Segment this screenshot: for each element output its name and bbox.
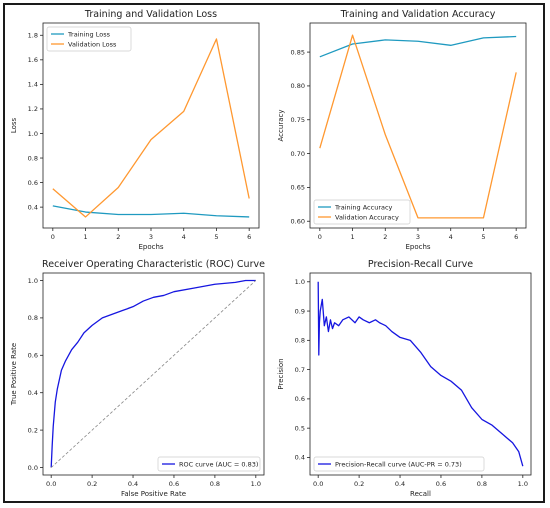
- y-tick-label: 0.0: [28, 464, 38, 472]
- y-tick-label: 1.2: [28, 105, 38, 113]
- loss-chart: Training and Validation Loss Epochs Loss 0 1…: [10, 9, 260, 251]
- y-tick-label: 0.4: [295, 454, 305, 462]
- y-tick-label: 1.0: [295, 278, 305, 286]
- y-tick-label: 0.60: [291, 218, 305, 226]
- precision-recall-chart: Precision-Recall Curve Recall Precision 0.0…: [277, 259, 532, 498]
- series-line-1: [317, 281, 524, 467]
- plot-area-frame: [42, 272, 265, 476]
- plot-area-frame: [309, 22, 527, 229]
- legend: Training Loss Validation Loss: [46, 26, 132, 52]
- y-tick-label: 0.6: [28, 352, 38, 360]
- x-tick-label: 0.8: [210, 480, 220, 488]
- y-tick-label: 1.6: [28, 56, 38, 64]
- accuracy-chart: Training and Validation Accuracy Epochs Ac…: [277, 9, 527, 251]
- legend-label: ROC curve (AUC = 0.83): [179, 460, 258, 468]
- x-axis-label: Epochs: [405, 243, 430, 251]
- y-tick-label: 0.9: [295, 307, 305, 315]
- x-tick-label: 0.4: [395, 480, 405, 488]
- y-tick-label: 0.85: [291, 48, 305, 56]
- legend-label: Precision-Recall curve (AUC-PR = 0.73): [335, 460, 462, 468]
- legend-label: Training Accuracy: [334, 203, 393, 211]
- y-tick-label: 0.2: [28, 426, 38, 434]
- y-axis-label: Accuracy: [277, 110, 285, 142]
- series-line-2: [319, 34, 517, 219]
- chart-title: Receiver Operating Characteristic (ROC) …: [42, 259, 265, 270]
- y-tick-label: 1.8: [28, 32, 38, 40]
- x-tick-label: 2: [383, 233, 387, 241]
- x-tick-label: 3: [416, 233, 420, 241]
- chance-diagonal-line: [50, 280, 257, 468]
- x-axis-label: False Positive Rate: [121, 490, 186, 498]
- x-tick-label: 0: [318, 233, 322, 241]
- x-tick-label: 4: [182, 233, 186, 241]
- legend-box: [157, 456, 261, 472]
- x-tick-label: 0.4: [128, 480, 138, 488]
- y-tick-label: 0.6: [28, 179, 38, 187]
- x-tick-label: 0.0: [313, 480, 323, 488]
- y-tick-label: 0.65: [291, 184, 305, 192]
- x-tick-label: 6: [514, 233, 518, 241]
- y-tick-label: 0.6: [295, 395, 305, 403]
- y-axis-label: Loss: [10, 117, 18, 133]
- legend-box: [46, 26, 132, 52]
- y-tick-label: 0.80: [291, 82, 305, 90]
- chart-title: Precision-Recall Curve: [368, 259, 473, 270]
- x-tick-label: 0.2: [87, 480, 97, 488]
- y-tick-label: 0.8: [28, 314, 38, 322]
- series-line-1: [52, 205, 250, 218]
- x-tick-label: 1.0: [251, 480, 261, 488]
- y-tick-label: 1.4: [28, 81, 38, 89]
- y-axis-label: True Positive Rate: [10, 343, 18, 406]
- legend: Precision-Recall curve (AUC-PR = 0.73): [313, 456, 485, 472]
- plot-area-frame: [42, 22, 260, 229]
- y-tick-label: 1.0: [28, 130, 38, 138]
- legend: Training Accuracy Validation Accuracy: [313, 199, 411, 225]
- x-tick-label: 0.6: [436, 480, 446, 488]
- y-tick-label: 0.8: [295, 337, 305, 345]
- x-tick-label: 3: [149, 233, 153, 241]
- y-tick-label: 0.5: [295, 424, 305, 432]
- y-tick-label: 0.4: [28, 203, 38, 211]
- y-tick-label: 0.75: [291, 116, 305, 124]
- x-tick-label: 1: [350, 233, 354, 241]
- chart-title: Training and Validation Accuracy: [340, 9, 496, 20]
- x-axis-label: Epochs: [138, 243, 163, 251]
- x-tick-label: 0: [51, 233, 55, 241]
- y-tick-label: 0.4: [28, 389, 38, 397]
- x-axis-label: Recall: [410, 490, 431, 498]
- legend-box: [313, 456, 485, 472]
- legend-box: [313, 199, 411, 225]
- x-tick-label: 0.2: [354, 480, 364, 488]
- y-tick-label: 0.8: [28, 154, 38, 162]
- y-tick-label: 1.0: [28, 277, 38, 285]
- legend: ROC curve (AUC = 0.83): [157, 456, 261, 472]
- x-tick-label: 0.8: [477, 480, 487, 488]
- legend-label: Validation Accuracy: [335, 213, 399, 221]
- figure-frame: Training and Validation Loss Epochs Loss 0 1…: [3, 3, 545, 503]
- x-tick-label: 1: [83, 233, 87, 241]
- series-line-1: [319, 35, 517, 58]
- x-tick-label: 1.0: [518, 480, 528, 488]
- y-tick-label: 0.70: [291, 150, 305, 158]
- series-line-1: [50, 279, 256, 468]
- x-tick-label: 6: [247, 233, 251, 241]
- figure-canvas: Training and Validation Loss Epochs Loss 0 1…: [10, 9, 532, 498]
- roc-chart: Receiver Operating Characteristic (ROC) …: [10, 259, 265, 498]
- x-tick-label: 5: [214, 233, 218, 241]
- legend-label: Training Loss: [67, 30, 111, 38]
- legend-label: Validation Loss: [68, 40, 117, 48]
- plot-area-frame: [309, 272, 532, 476]
- y-tick-label: 0.7: [295, 366, 305, 374]
- x-tick-label: 5: [481, 233, 485, 241]
- series-line-2: [52, 38, 250, 218]
- chart-title: Training and Validation Loss: [84, 9, 217, 20]
- y-axis-label: Precision: [277, 358, 285, 389]
- x-tick-label: 2: [116, 233, 120, 241]
- x-tick-label: 4: [449, 233, 453, 241]
- x-tick-label: 0.6: [169, 480, 179, 488]
- x-tick-label: 0.0: [46, 480, 56, 488]
